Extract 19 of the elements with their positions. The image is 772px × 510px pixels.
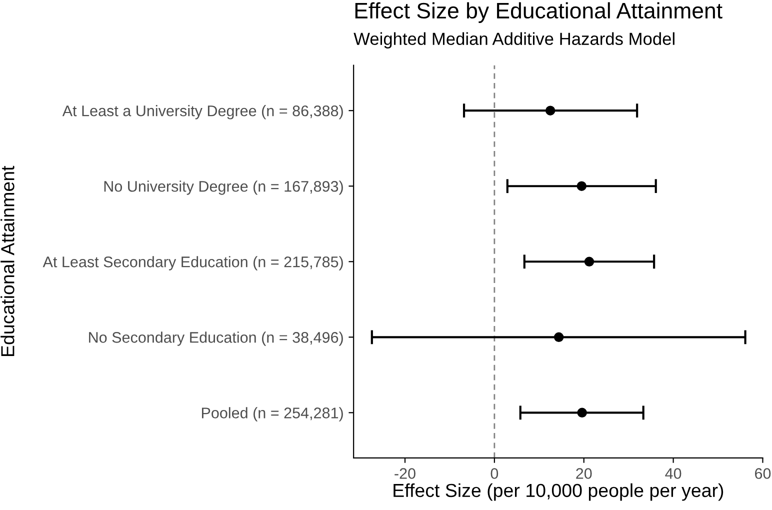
y-tick-label: No Secondary Education (n = 38,496): [89, 332, 343, 346]
x-tick-label: 0: [490, 468, 498, 479]
point: [584, 256, 594, 266]
y-tick-label: Pooled (n = 254,281): [202, 407, 343, 422]
y-axis-title: Educational Attainment: [0, 166, 14, 356]
x-tick-label: 20: [576, 468, 592, 479]
y-tick-label: At Least Secondary Education (n = 215,785): [42, 256, 343, 270]
x-tick-label: -20: [394, 468, 416, 479]
x-tick-label: 40: [665, 468, 682, 479]
x-axis-title: Effect Size (per 10,000 people per year): [394, 483, 724, 501]
point: [554, 332, 564, 342]
point: [576, 181, 586, 191]
point: [545, 106, 556, 116]
chart-subtitle: Weighted Median Additive Hazards Model: [354, 32, 674, 48]
chart-title: Effect Size by Educational Attainment: [355, 2, 722, 23]
point: [577, 408, 587, 418]
y-tick-label: At Least a University Degree (n = 86,388): [62, 105, 343, 120]
y-tick-label: No University Degree (n = 167,893): [104, 180, 343, 195]
x-tick-label: 60: [755, 468, 771, 479]
